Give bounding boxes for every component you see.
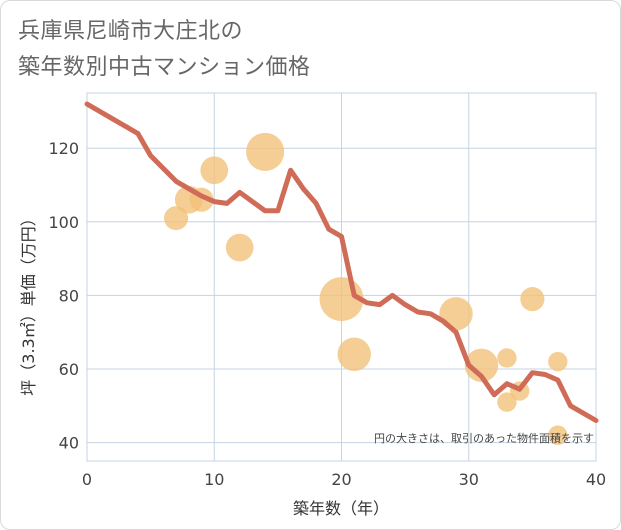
trend-line-series — [84, 101, 599, 423]
chart-title: 兵庫県尼崎市大庄北の 築年数別中古マンション価格 — [18, 14, 311, 86]
data-bubble — [497, 392, 517, 412]
data-bubble — [337, 337, 371, 372]
y-tick-label: 40 — [59, 434, 79, 453]
data-bubble — [548, 351, 568, 372]
y-tick-label: 60 — [59, 360, 79, 379]
y-tick-label: 100 — [48, 213, 79, 232]
bubble-series — [164, 132, 568, 445]
data-bubble — [200, 156, 229, 185]
x-axis-label: 築年数（年） — [293, 499, 389, 518]
trend-line — [84, 101, 599, 423]
x-tick-label: 10 — [204, 470, 224, 489]
data-bubble — [246, 132, 285, 171]
data-bubble — [225, 233, 254, 262]
y-tick-label: 80 — [59, 286, 79, 305]
chart-title-line1: 兵庫県尼崎市大庄北の — [18, 19, 244, 44]
x-tick-label: 0 — [82, 470, 92, 489]
chart-title-line2: 築年数別中古マンション価格 — [18, 55, 311, 80]
y-axis-label: 坪（3.3㎡）単価（万円） — [19, 210, 38, 395]
grid-lines — [86, 92, 597, 462]
data-bubble — [497, 348, 517, 368]
x-tick-label: 40 — [586, 470, 606, 489]
data-bubble — [520, 287, 545, 312]
data-bubble — [548, 425, 568, 445]
data-bubble — [439, 297, 473, 331]
tick-labels: 0 10 20 30 40 40 60 80 100 120 — [48, 139, 606, 489]
data-bubble — [164, 206, 189, 231]
y-tick-label: 120 — [48, 139, 79, 158]
chart-note: 円の大きさは、取引のあった物件面積を示す — [374, 431, 594, 445]
data-bubble — [464, 348, 499, 383]
x-tick-label: 20 — [331, 470, 351, 489]
x-tick-label: 30 — [459, 470, 479, 489]
